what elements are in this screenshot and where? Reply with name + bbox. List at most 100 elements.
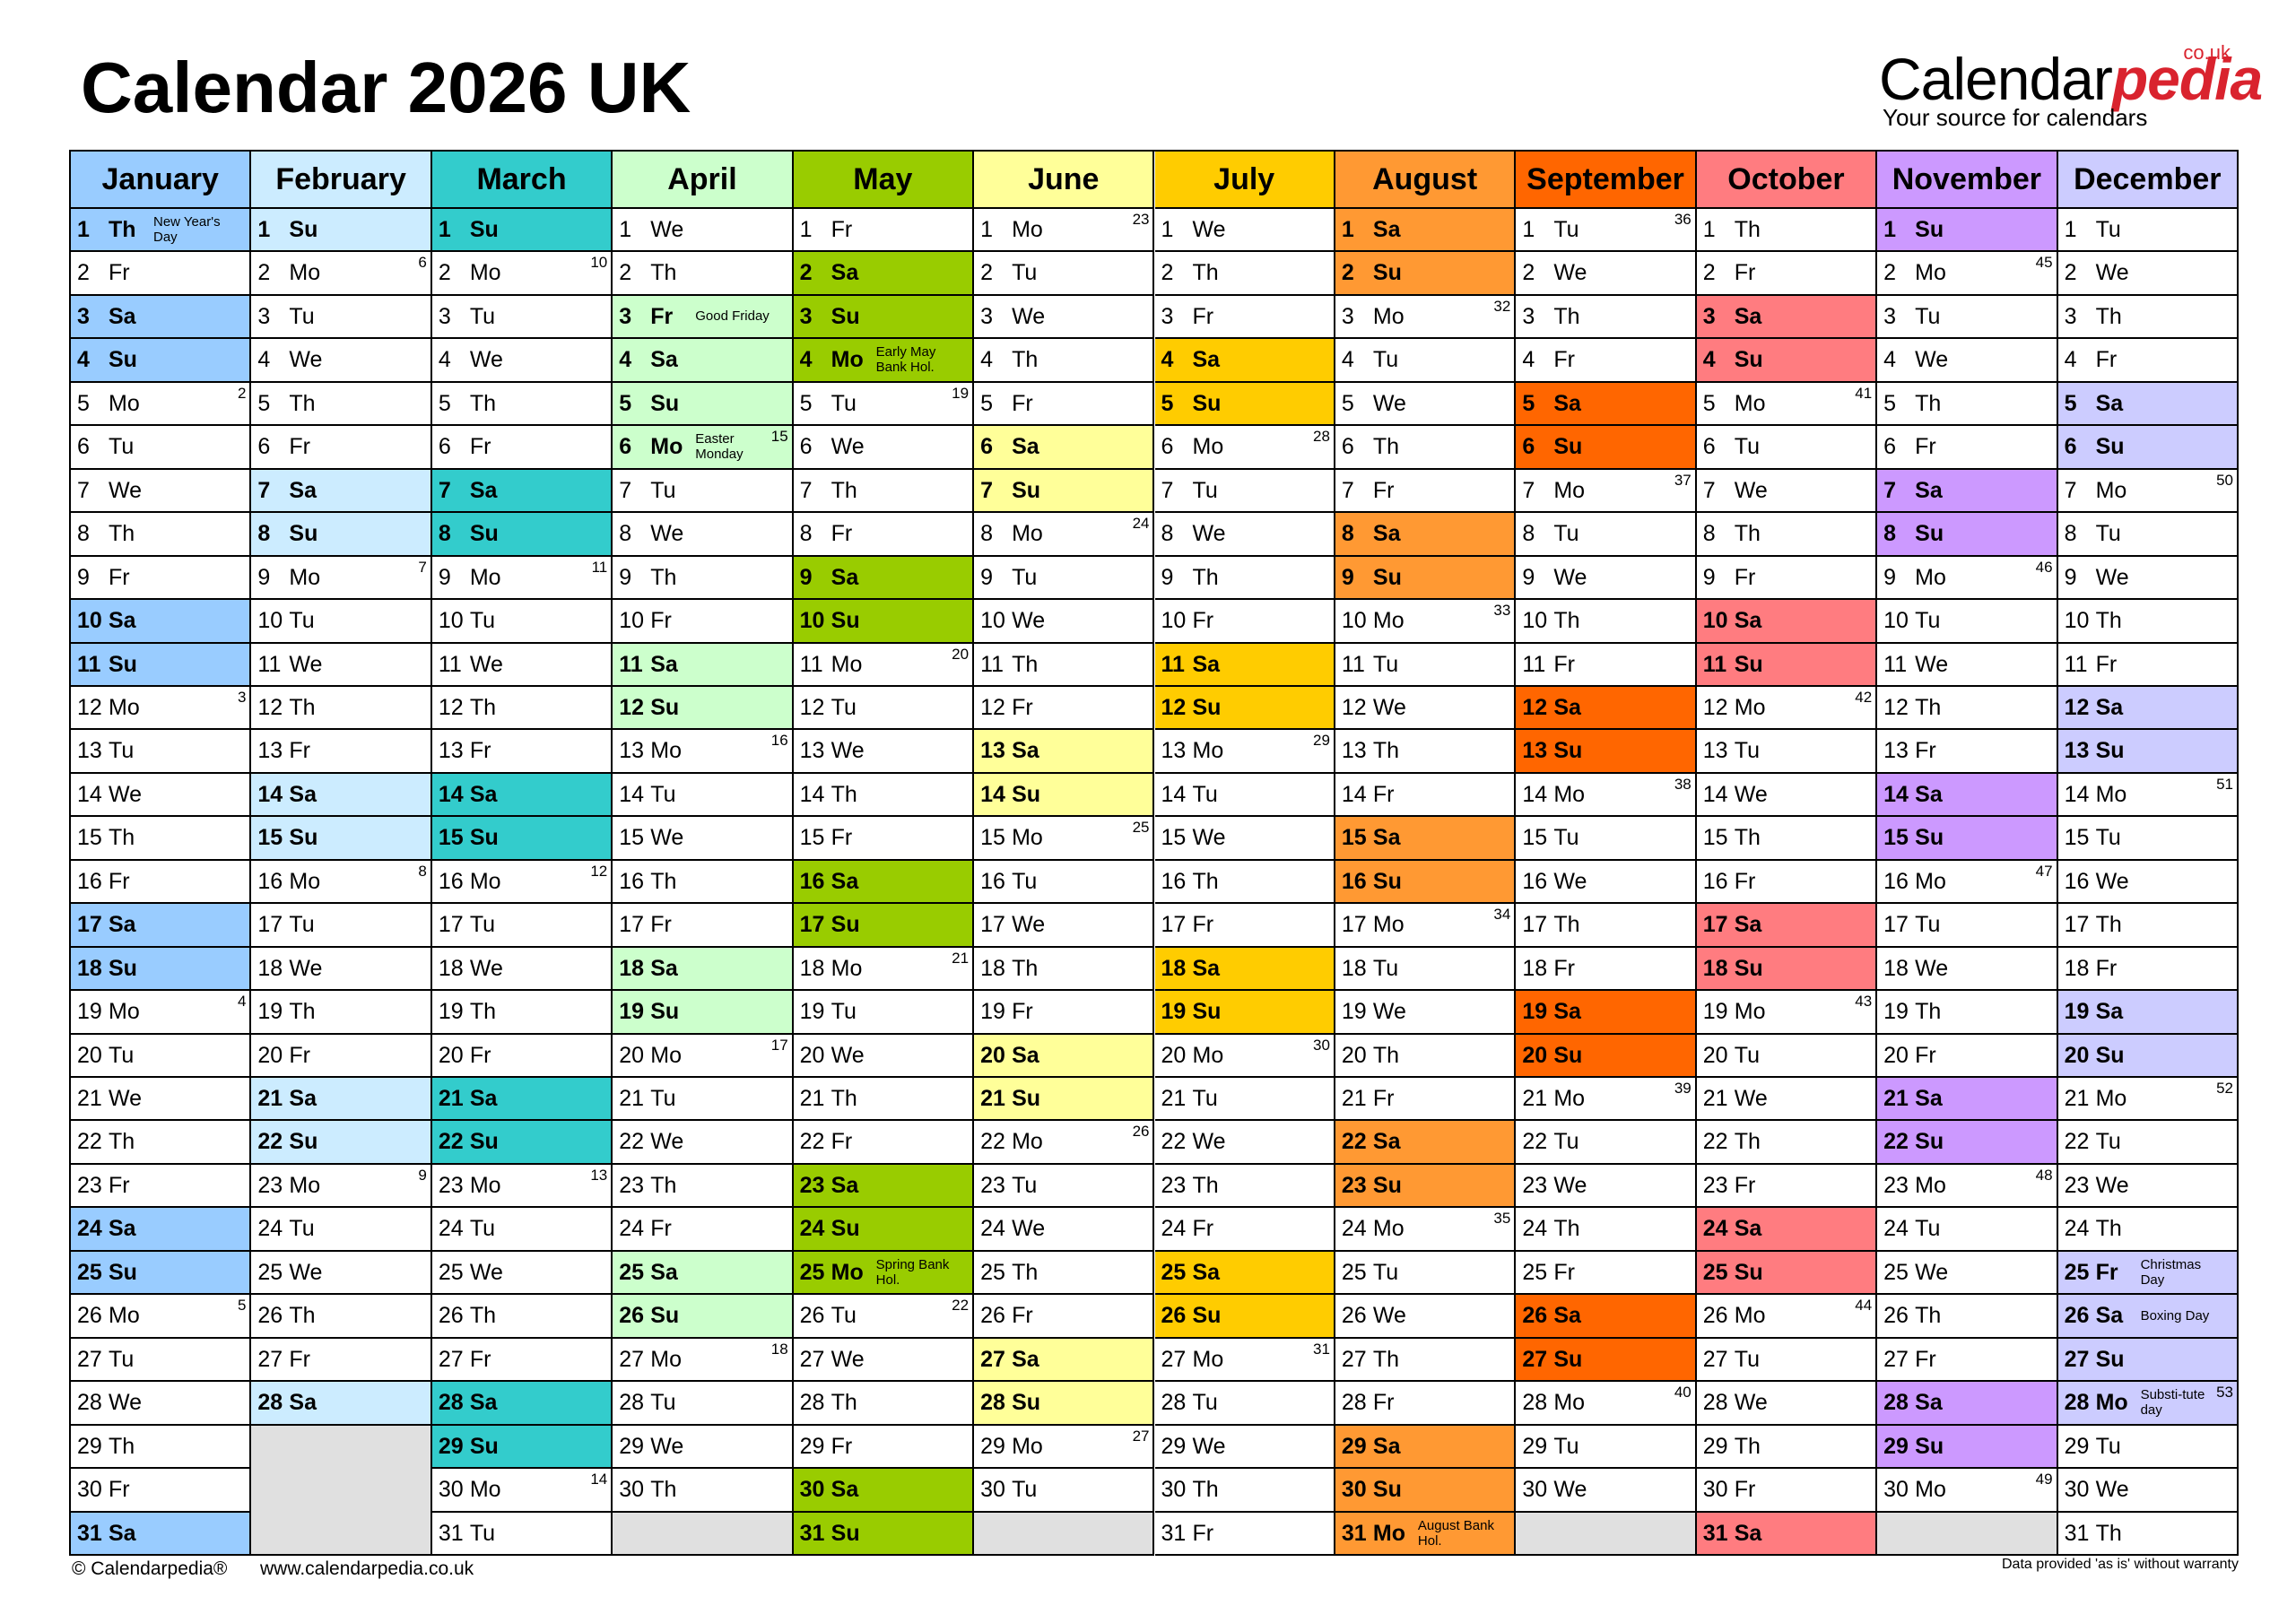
- weekday: Sa: [1915, 477, 1943, 503]
- day-cell: 13 Fr: [251, 730, 432, 774]
- day-cell: 14 Tu: [613, 773, 794, 818]
- day-cell: 27 Mo 31: [1154, 1338, 1335, 1383]
- day-number: 27: [2064, 1346, 2090, 1372]
- day-cell: 6 Mo Easter Monday 15: [613, 426, 794, 470]
- day-number: 28: [1522, 1390, 1548, 1416]
- day-number: 23: [1883, 1172, 1909, 1198]
- day-cell: 13 Tu: [1696, 730, 1878, 774]
- day-number: 3: [799, 303, 813, 329]
- weekday: Mo: [469, 1477, 501, 1503]
- weekday: Th: [1192, 1477, 1219, 1503]
- day-number: 2: [980, 260, 993, 286]
- month-header: October: [1696, 152, 1878, 209]
- weekday: Tu: [469, 912, 496, 938]
- day-number: 20: [1522, 1042, 1548, 1068]
- day-cell: 1 Th New Year's Day: [71, 209, 252, 253]
- day-number: 13: [1161, 738, 1187, 764]
- weekday: Fr: [1553, 651, 1575, 677]
- day-number: 8: [1522, 521, 1535, 547]
- day-number: 29: [2064, 1433, 2090, 1459]
- day-cell: 8 Th: [1696, 513, 1878, 557]
- day-number: 18: [77, 955, 102, 981]
- day-number: 25: [1883, 1259, 1909, 1285]
- weekday: Th: [1734, 1129, 1761, 1155]
- weekday: Su: [1372, 868, 1402, 894]
- day-cell: 17 We: [974, 904, 1155, 948]
- weekday: Su: [1553, 738, 1583, 764]
- week-number: 27: [1132, 1427, 1150, 1445]
- day-cell: 25 Fr Christmas Day: [2057, 1251, 2239, 1296]
- day-number: 1: [980, 217, 993, 242]
- day-cell: 10 Tu: [431, 600, 613, 644]
- weekday: We: [109, 1086, 143, 1112]
- day-cell: 25 We: [251, 1251, 432, 1296]
- day-number: 26: [1522, 1303, 1548, 1329]
- weekday: Th: [469, 390, 497, 416]
- weekday: Su: [1372, 1477, 1402, 1503]
- day-cell: 8 Su: [251, 513, 432, 557]
- day-number: 13: [1341, 738, 1367, 764]
- weekday: Mo: [1012, 825, 1043, 851]
- weekday: Su: [289, 521, 318, 547]
- day-cell: 17 Th: [1516, 904, 1697, 948]
- day-number: 8: [1883, 521, 1897, 547]
- website-link[interactable]: www.calendarpedia.co.uk: [260, 1558, 474, 1579]
- day-number: 23: [799, 1172, 825, 1198]
- day-number: 6: [619, 434, 632, 460]
- day-cell: 4 Fr: [1516, 339, 1697, 383]
- day-number: 22: [980, 1129, 1005, 1155]
- weekday: Th: [831, 477, 857, 503]
- day-cell: 21 Sa: [251, 1078, 432, 1122]
- day-number: 2: [619, 260, 632, 286]
- day-number: 20: [2064, 1042, 2090, 1068]
- weekday: Th: [2095, 608, 2122, 634]
- weekday: Th: [1192, 260, 1219, 286]
- week-number: 12: [590, 862, 608, 880]
- weekday: Th: [1734, 521, 1761, 547]
- weekday: Su: [1734, 347, 1763, 373]
- day-cell: 31 Sa: [1696, 1512, 1878, 1556]
- day-number: 1: [1341, 217, 1354, 242]
- day-cell: 18 Th: [974, 947, 1155, 992]
- day-cell: 28 Sa: [431, 1382, 613, 1426]
- weekday: Fr: [289, 434, 311, 460]
- logo[interactable]: Calendarpedia co.uk Your source for cale…: [1879, 41, 2263, 135]
- day-number: 23: [1161, 1172, 1187, 1198]
- week-number: 20: [952, 645, 970, 663]
- day-cell: 15 We: [1154, 817, 1335, 861]
- weekday: Sa: [831, 868, 859, 894]
- day-number: 3: [257, 303, 271, 329]
- day-cell: 17 Tu: [1877, 904, 2058, 948]
- weekday: Sa: [1192, 347, 1221, 373]
- week-number: 39: [1674, 1080, 1692, 1098]
- day-cell: 27 Tu: [1696, 1338, 1878, 1383]
- day-number: 5: [2064, 390, 2077, 416]
- empty-cell: [974, 1512, 1155, 1556]
- weekday: We: [109, 1390, 143, 1416]
- day-number: 19: [1702, 999, 1728, 1025]
- week-number: 5: [237, 1297, 247, 1315]
- day-cell: 7 Fr: [1335, 469, 1517, 514]
- day-number: 18: [980, 955, 1005, 981]
- day-number: 9: [257, 564, 271, 590]
- weekday: Su: [1915, 1433, 1944, 1459]
- empty-cell: [1516, 1512, 1697, 1556]
- day-cell: 26 Mo 44: [1696, 1295, 1878, 1339]
- weekday: Mo: [1372, 303, 1405, 329]
- day-number: 28: [257, 1390, 283, 1416]
- copyright: © Calendarpedia®: [72, 1558, 228, 1579]
- day-cell: 18 Tu: [1335, 947, 1517, 992]
- day-number: 30: [980, 1477, 1005, 1503]
- day-number: 20: [1341, 1042, 1367, 1068]
- weekday: Sa: [289, 477, 317, 503]
- day-number: 14: [1883, 781, 1909, 807]
- day-cell: 18 Sa: [613, 947, 794, 992]
- weekday: Sa: [831, 564, 859, 590]
- day-cell: 26 Sa Boxing Day: [2057, 1295, 2239, 1339]
- weekday: Sa: [1553, 390, 1581, 416]
- weekday: Sa: [831, 1477, 859, 1503]
- day-cell: 19 Su: [613, 991, 794, 1035]
- day-number: 5: [1702, 390, 1716, 416]
- weekday: Tu: [469, 303, 496, 329]
- week-number: 31: [1312, 1340, 1330, 1358]
